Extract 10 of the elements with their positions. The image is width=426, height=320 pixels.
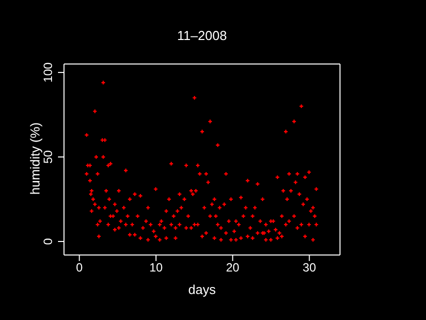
y-tick-label: 100 — [41, 62, 55, 82]
chart-title: 11–2008 — [176, 28, 228, 43]
y-axis-title: humidity (%) — [28, 121, 42, 197]
x-tick-label: 20 — [226, 260, 240, 275]
x-tick-label: 10 — [149, 260, 163, 275]
y-tick-label: 0 — [41, 238, 55, 245]
y-tick-label: 50 — [41, 150, 55, 164]
x-tick-label: 30 — [302, 260, 316, 275]
x-axis-title: days — [187, 282, 217, 297]
x-tick-label: 0 — [76, 260, 83, 275]
